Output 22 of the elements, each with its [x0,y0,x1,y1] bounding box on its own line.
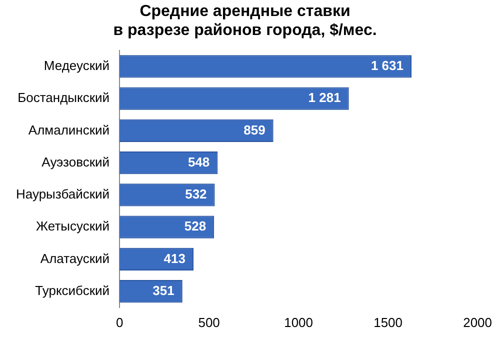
data-label: 1 281 [308,90,341,106]
data-label: 532 [185,186,207,202]
y-tick-label: Жетысуский [36,218,110,234]
data-label: 351 [152,282,174,298]
y-tick-label: Турксибский [35,282,110,298]
y-tick-label: Ауэзовский [42,154,110,170]
x-tick-label: 2000 [463,314,492,330]
x-tick-label: 1000 [284,314,314,330]
y-tick-label: Медеуский [44,58,110,74]
data-label: 859 [244,122,266,138]
data-label: 413 [164,250,186,266]
data-label: 1 631 [370,58,404,74]
x-tick-label: 1500 [374,314,403,330]
y-tick-label: Наурызбайский [16,186,110,202]
y-tick-label: Алмалинский [28,122,110,138]
x-tick-label: 0 [116,314,124,330]
y-tick-label: Бостандыкский [18,90,110,106]
chart-title: Средние арендные ставки в разрезе районов города, $/мес. [113,3,377,40]
data-label: 528 [184,218,206,234]
x-tick-label: 500 [198,314,220,330]
data-label: 548 [188,154,210,170]
y-tick-label: Алатауский [40,250,110,266]
